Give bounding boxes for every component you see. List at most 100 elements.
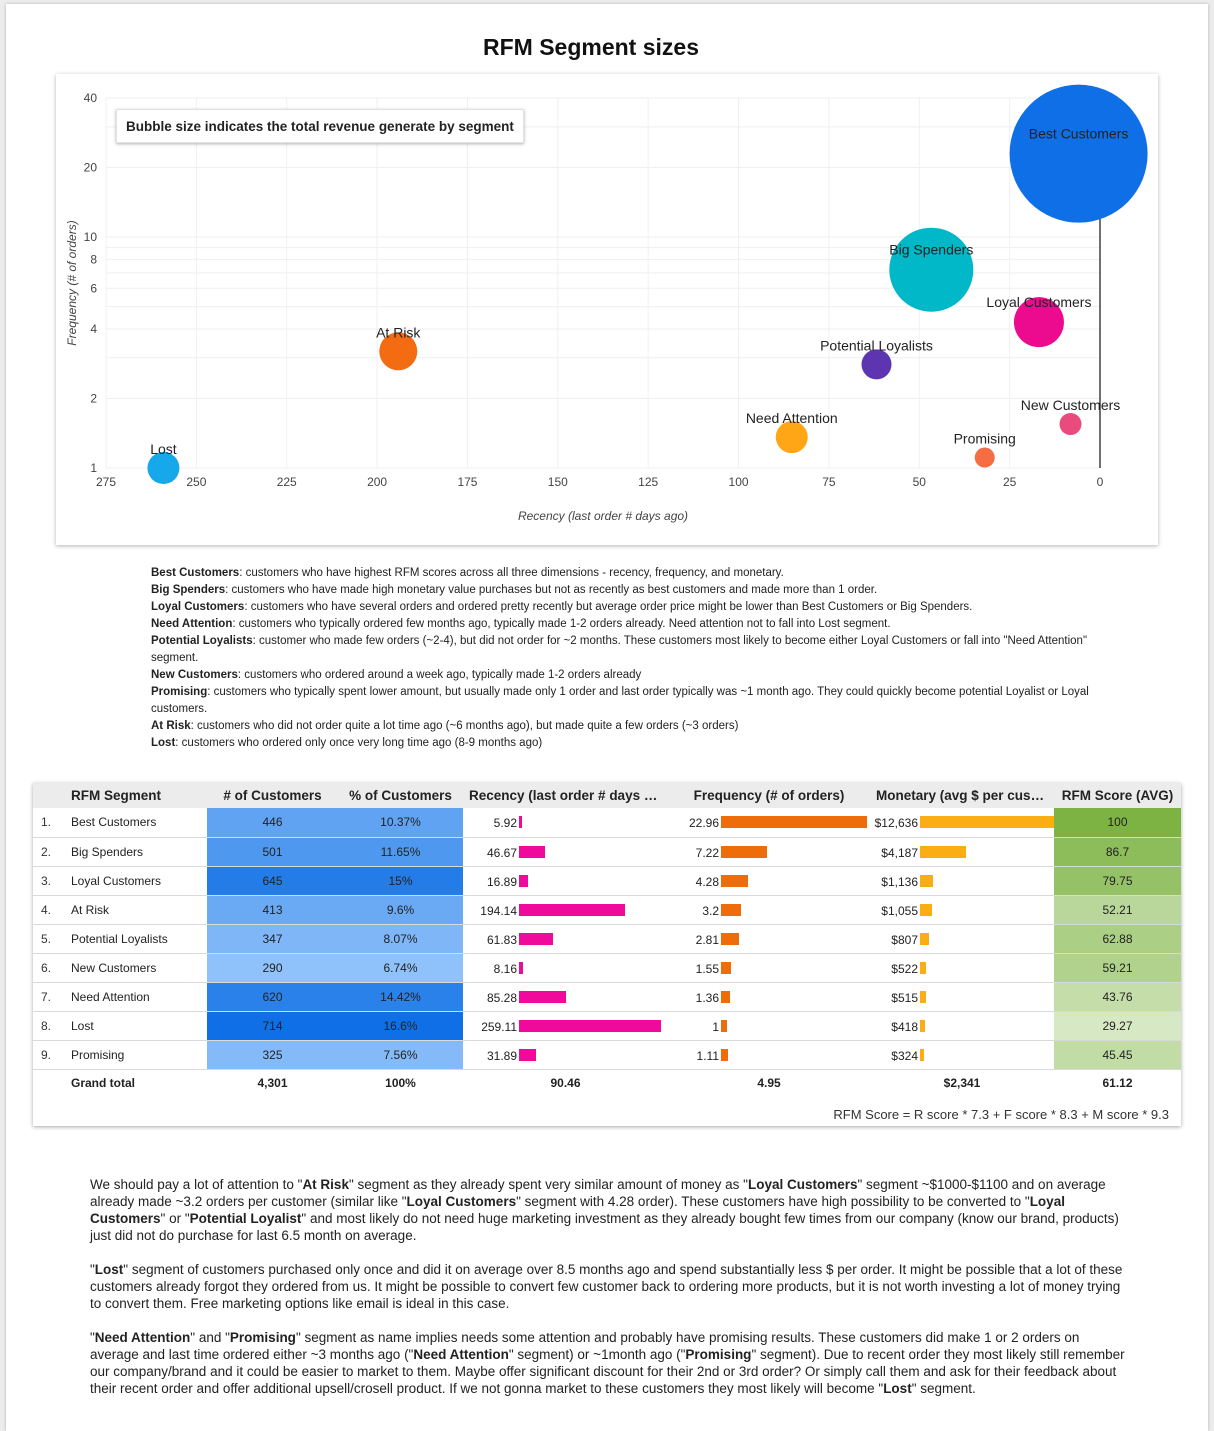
bubble-chart: 275 250 225 200 175 150 125 100 75 50 25 0 1 2 4 6 8 10 20… (56, 74, 1158, 545)
row-index: 5. (33, 924, 65, 954)
row-segment: At Risk (65, 895, 207, 925)
row-frequency: 2.81 (668, 924, 870, 954)
definition-text: : customers who ordered only once very l… (175, 737, 543, 749)
row-monetary: $324 (870, 1040, 1054, 1070)
bubble-new-customers (1059, 413, 1082, 436)
table-row[interactable]: 6. New Customers 290 6.74% 8.16 1.55 $522 59.21 (33, 953, 1181, 983)
chart-note: Bubble size indicates the total revenue … (116, 109, 524, 143)
analysis-paragraph: "Lost" segment of customers purchased on… (90, 1261, 1130, 1312)
row-segment: Lost (65, 1011, 207, 1041)
definition-item: Big Spenders: customers who have made hi… (151, 582, 1091, 599)
row-recency: 85.28 (463, 982, 668, 1012)
row-score: 45.45 (1054, 1040, 1181, 1070)
definition-text: : customers who did not order quite a lo… (190, 720, 739, 732)
row-monetary-bar (920, 1048, 924, 1061)
rfm-formula: RFM Score = R score * 7.3 + F score * 8.… (833, 1107, 1169, 1122)
paragraph-text: " (90, 1262, 95, 1277)
row-score: 86.7 (1054, 837, 1181, 867)
bubble-best-customers (1009, 84, 1148, 223)
report-title: RFM Segment sizes (483, 34, 699, 60)
row-score: 43.76 (1054, 982, 1181, 1012)
header-score[interactable]: RFM Score (AVG) (1054, 783, 1181, 808)
total-label: Grand total (71, 1076, 136, 1091)
row-monetary-value: $515 (891, 990, 918, 1005)
row-frequency: 7.22 (668, 837, 870, 867)
row-segment: Big Spenders (65, 837, 207, 867)
row-customers: 347 (207, 924, 338, 954)
row-monetary: $12,636 (870, 808, 1054, 838)
total-customers: 4,301 (257, 1076, 288, 1091)
row-monetary: $4,187 (870, 837, 1054, 867)
y-tick-label: 10 (84, 230, 98, 244)
row-index: 6. (33, 953, 65, 983)
header-pct[interactable]: % of Customers (338, 783, 463, 808)
table-row[interactable]: 2. Big Spenders 501 11.65% 46.67 7.22 $4,187 86… (33, 837, 1181, 867)
header-frequency[interactable]: Frequency (# of orders) (668, 783, 870, 808)
paragraph-text: " and " (190, 1330, 230, 1345)
definition-term: Potential Loyalists (151, 635, 253, 647)
paragraph-text: " segment). Due to recent order they mos… (90, 1347, 1125, 1396)
table-row[interactable]: 9. Promising 325 7.56% 31.89 1.11 $324 45.45 (33, 1040, 1181, 1070)
table-row[interactable]: 1. Best Customers 446 10.37% 5.92 22.96 $12,63… (33, 808, 1181, 838)
row-recency: 16.89 (463, 866, 668, 896)
row-frequency-bar (721, 874, 749, 887)
definition-text: : customers who typically spent lower am… (151, 686, 1089, 715)
row-recency-value: 8.16 (493, 961, 517, 976)
bubble-label-at-risk: At Risk (376, 324, 421, 340)
row-recency: 5.92 (463, 808, 668, 838)
header-segment[interactable]: RFM Segment (65, 783, 207, 808)
paragraph-text: " or " (160, 1211, 190, 1226)
segment-definitions: Best Customers: customers who have highe… (151, 565, 1091, 752)
definition-text: : customers who have several orders and … (244, 601, 973, 613)
row-recency-bar (519, 903, 626, 916)
row-monetary-value: $324 (891, 1048, 918, 1063)
row-score: 79.75 (1054, 866, 1181, 896)
table-row[interactable]: 5. Potential Loyalists 347 8.07% 61.83 2.81 $8… (33, 924, 1181, 954)
header-recency[interactable]: Recency (last order # days a... (463, 783, 668, 808)
segment-table: RFM Segment # of Customers % of Customer… (33, 783, 1181, 1097)
bubble-at-risk (379, 332, 418, 371)
table-row[interactable]: 3. Loyal Customers 645 15% 16.89 4.28 $1,136 79… (33, 866, 1181, 896)
row-customers: 501 (207, 837, 338, 867)
header-customers[interactable]: # of Customers (207, 783, 338, 808)
bubble-label-new-customers: New Customers (1021, 397, 1121, 413)
row-pct: 9.6% (338, 895, 463, 925)
row-recency-bar (519, 990, 566, 1003)
segment-name-bold: Loyal Customers (406, 1194, 517, 1209)
row-frequency: 22.96 (668, 808, 870, 838)
row-customers: 290 (207, 953, 338, 983)
row-customers: 446 (207, 808, 338, 838)
row-monetary: $1,055 (870, 895, 1054, 925)
definition-term: Best Customers (151, 567, 240, 579)
table-row[interactable]: 7. Need Attention 620 14.42% 85.28 1.36 $515 43… (33, 982, 1181, 1012)
x-tick-label: 200 (367, 475, 387, 489)
row-score: 59.21 (1054, 953, 1181, 983)
row-pct: 16.6% (338, 1011, 463, 1041)
row-customers: 325 (207, 1040, 338, 1070)
x-tick-label: 250 (186, 475, 206, 489)
y-tick-label: 6 (90, 281, 97, 295)
header-monetary[interactable]: Monetary (avg $ per custome... (870, 783, 1054, 808)
bubble-potential-loyalists (861, 349, 892, 380)
paragraph-text: " (90, 1330, 95, 1345)
row-score: 62.88 (1054, 924, 1181, 954)
row-monetary-value: $1,136 (881, 874, 918, 889)
row-index: 3. (33, 866, 65, 896)
definition-text: : customers who have highest RFM scores … (239, 567, 784, 579)
row-monetary-bar (920, 961, 926, 974)
table-row[interactable]: 4. At Risk 413 9.6% 194.14 3.2 $1,055 52.21 (33, 895, 1181, 925)
row-segment: Loyal Customers (65, 866, 207, 896)
row-monetary-value: $4,187 (881, 845, 918, 860)
row-monetary: $515 (870, 982, 1054, 1012)
total-pct: 100% (385, 1076, 416, 1091)
bubble-label-promising: Promising (954, 431, 1016, 447)
table-row[interactable]: 8. Lost 714 16.6% 259.11 1 $418 29.27 (33, 1011, 1181, 1041)
paragraph-text: We should pay a lot of attention to " (90, 1177, 303, 1192)
row-frequency-bar (721, 903, 742, 916)
row-recency-value: 31.89 (486, 1048, 517, 1063)
row-segment: New Customers (65, 953, 207, 983)
y-tick-label: 1 (90, 461, 97, 475)
row-monetary: $807 (870, 924, 1054, 954)
row-monetary-bar (920, 903, 932, 916)
row-monetary-bar (920, 874, 933, 887)
